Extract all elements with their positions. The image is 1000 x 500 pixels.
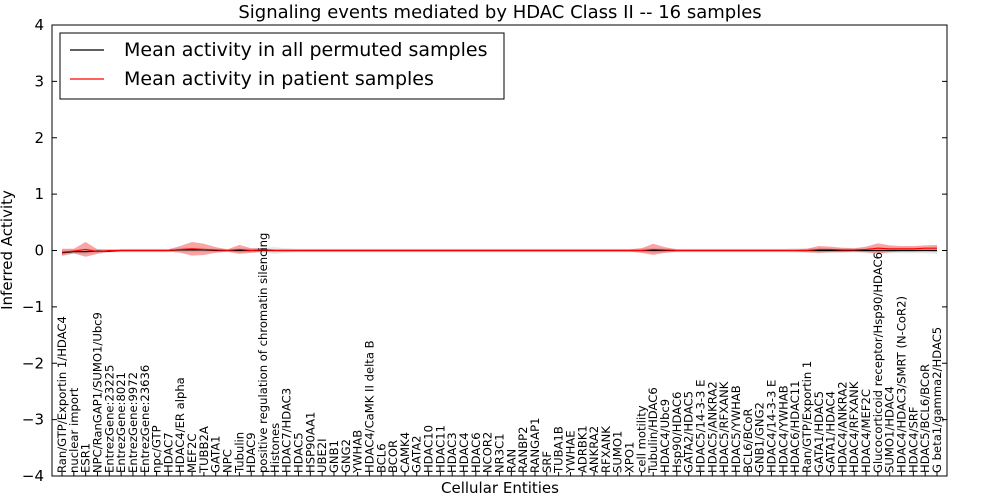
x-tick-label: HDAC10 (422, 425, 436, 473)
x-tick-label: EntrezGene:23225 (102, 365, 116, 473)
x-tick-label: Ran/GTP/Exportin 1 (800, 361, 814, 473)
legend-box (59, 32, 505, 100)
x-tick-label: TUBA1B (552, 426, 566, 474)
x-tick-label: MEF2C (185, 434, 199, 473)
y-tick-label: −1 (22, 298, 44, 316)
x-tick-label: HSP90AA1 (303, 412, 317, 473)
x-tick-label: NPC (221, 449, 235, 473)
x-tick-label: BCL6/BCoR (741, 408, 755, 473)
x-tick-label: YWHAB (351, 430, 365, 474)
y-tick-label: 3 (34, 72, 44, 90)
y-tick-label: −3 (22, 411, 44, 429)
x-tick-label: HDAC4/ER alpha (173, 377, 187, 473)
x-tick-label: ANKRA2 (587, 426, 601, 473)
x-tick-label: HDAC6 (469, 432, 483, 473)
x-tick-label: HDAC6/HDAC11 (788, 380, 802, 473)
x-tick-label: HDAC5/RFXANK (717, 381, 731, 473)
x-tick-label: HDAC4/SRF (906, 406, 920, 473)
x-tick-label: GNB1 (327, 440, 341, 473)
series-lines (61, 247, 937, 254)
x-tick-label: Tubulin/HDAC6 (646, 387, 660, 474)
x-tick-label: GNG2 (339, 439, 353, 473)
x-tick-label: HDAC11 (433, 425, 447, 473)
x-tick-label: EntrezGene:9972 (126, 372, 140, 473)
legend: Mean activity in all permuted samples Me… (59, 32, 505, 100)
y-tick-label: 1 (34, 185, 44, 203)
x-tick-label: GNB1/GNG2 (753, 402, 767, 473)
x-tick-label: HDAC7/HDAC3 (280, 388, 294, 473)
x-tick-label: TUBB2A (197, 426, 211, 474)
y-tick-label: −4 (22, 467, 44, 485)
x-tick-label: positive regulation of chromatin silenci… (256, 233, 270, 473)
x-axis-label: Cellular Entities (441, 479, 559, 497)
x-tick-label: GATA1/HDAC4 (824, 391, 838, 473)
x-tick-label: RFXANK (599, 426, 613, 473)
x-tick-label: RANBP2 (516, 426, 530, 473)
x-tick-label: Hsp90/HDAC6 (670, 392, 684, 473)
x-tick-label: npc/GTP (150, 425, 164, 473)
x-tick-label: Histones (268, 423, 282, 473)
y-tick-label: 0 (34, 242, 44, 260)
x-tick-label: HDAC4/Ubc9 (658, 399, 672, 473)
line-patient-mean (61, 247, 937, 253)
x-tick-label: BCL6 (374, 443, 388, 473)
y-axis: 4 3 2 1 0 −1 −2 −3 −4 (22, 16, 947, 485)
x-tick-label: Tubulin (232, 432, 246, 474)
x-tick-label: EntrezGene:23636 (138, 365, 152, 473)
x-tick-label: HDAC4/CaMK II delta B (362, 340, 376, 473)
x-tick-label: GATA2/HDAC5 (682, 391, 696, 473)
x-tick-label: NR3C1 (493, 433, 507, 473)
x-tick-label: HDAC4/RFXANK (847, 381, 861, 473)
x-tick-label: G beta1/gamma2/HDAC5 (930, 327, 944, 473)
x-tick-label: HDAC4/MEF2C (859, 389, 873, 473)
x-tick-label: Ran/GTP/Exportin 1/HDAC4 (55, 316, 69, 473)
chart-title: Signaling events mediated by HDAC Class … (238, 2, 761, 23)
x-tick-label: GATA1/HDAC5 (812, 391, 826, 473)
x-tick-label: HDAC4/YWHAB (776, 385, 790, 473)
x-tick-label: HDAC9 (244, 432, 258, 473)
x-tick-label: cell motility (634, 405, 648, 473)
x-tick-label: BCOR (386, 440, 400, 473)
x-tick-label: SUMO1 (611, 431, 625, 473)
x-tick-label: HDAC7 (161, 432, 175, 473)
x-tick-label: HDAC4 (457, 432, 471, 473)
legend-label-patient: Mean activity in patient samples (124, 68, 434, 90)
legend-label-permuted: Mean activity in all permuted samples (124, 39, 487, 61)
x-tick-label: nuclear import (67, 387, 81, 473)
x-tick-label: HDAC5/ANKRA2 (705, 381, 719, 473)
x-tick-label: ESR1 (79, 443, 93, 473)
x-tick-label: HDAC4/ANKRA2 (835, 381, 849, 473)
x-tick-label: HDAC5/BCL6/BCoR (918, 364, 932, 473)
y-tick-label: −2 (22, 354, 44, 372)
y-tick-label: 2 (34, 129, 44, 147)
x-tick-label: SRF (540, 451, 554, 473)
x-tick-label: HDAC5/14-3-3 E (694, 380, 708, 473)
x-tick-label: Glucocorticoid receptor/Hsp90/HDAC6 (871, 252, 885, 473)
x-tick-label: HDAC4/HDAC3/SMRT (N-CoR2) (895, 296, 909, 473)
x-tick-label: HDAC5 (292, 432, 306, 473)
y-axis-label: Inferred Activity (0, 190, 16, 310)
permuted-band (62, 247, 937, 257)
x-tick-label: XPO1 (623, 442, 637, 473)
x-tick-label: YWHAE (563, 430, 577, 474)
x-tick-label: NCOR2 (481, 432, 495, 473)
x-tick-label: SUMO1/HDAC4 (883, 386, 897, 473)
y-tick-label: 4 (34, 16, 44, 34)
x-tick-label: GATA1 (209, 435, 223, 473)
x-tick-label: UBE2I (315, 438, 329, 473)
x-tick-label: NPC/RanGAP1/SUMO1/Ubc9 (91, 312, 105, 473)
x-tick-label: HDAC5/YWHAB (729, 385, 743, 473)
x-tick-label: GATA2 (410, 435, 424, 473)
x-tick-label: RANGAP1 (528, 418, 542, 473)
x-tick-label: HDAC4/14-3-3 E (765, 380, 779, 473)
x-tick-label: HDAC3 (445, 432, 459, 473)
x-tick-label: EntrezGene:8021 (114, 372, 128, 473)
x-tick-label: RAN (504, 449, 518, 473)
x-tick-label: ADRBK1 (575, 425, 589, 473)
x-tick-label: CAMK4 (398, 432, 412, 473)
